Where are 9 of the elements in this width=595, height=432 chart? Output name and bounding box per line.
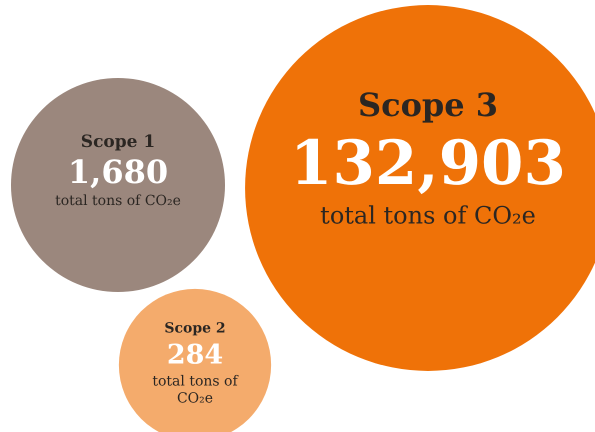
category-label: Scope 1 <box>80 132 156 152</box>
category-label: Scope 2 <box>164 320 226 337</box>
text: total tons of CO₂e <box>320 202 536 230</box>
text: total tons of CO₂e <box>55 193 181 210</box>
data-label: 132,903 <box>290 128 566 200</box>
text: total tons of CO₂e <box>152 373 240 406</box>
category-label: Scope 3 <box>358 86 498 124</box>
data-label: 284 <box>166 339 224 370</box>
data-label: 1,680 <box>68 153 168 191</box>
